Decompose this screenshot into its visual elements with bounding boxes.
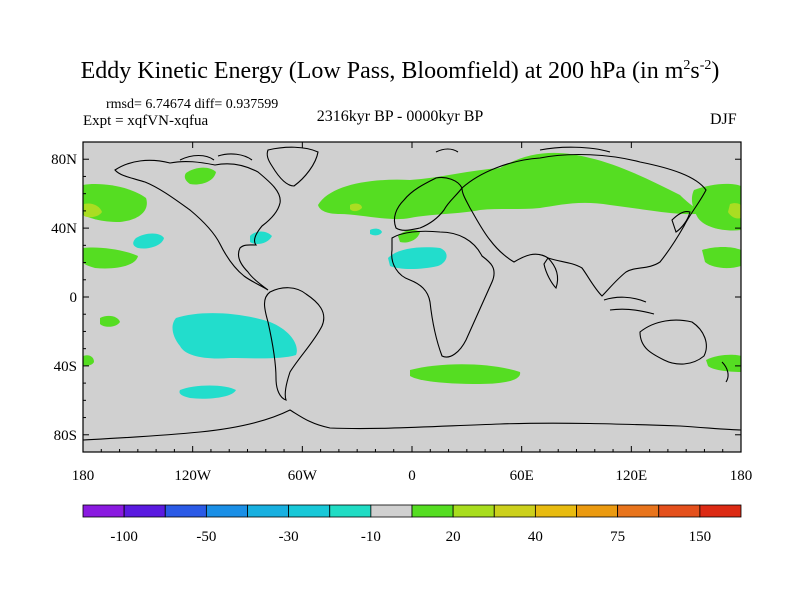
colorbar-label: 75 (610, 529, 625, 545)
colorbar: -100 -50 -30 -10 20 40 75 150 (82, 504, 742, 545)
coast-svalbard-russia (435, 146, 611, 153)
colorbar-label: 20 (446, 529, 461, 545)
colorbar-swatch (164, 504, 207, 518)
colorbar-swatch (205, 504, 248, 518)
colorbar-swatch (617, 504, 660, 518)
coastlines (83, 146, 741, 441)
coast-indonesia (603, 296, 655, 315)
chart-title: Eddy Kinetic Energy (Low Pass, Bloomfiel… (80, 58, 720, 84)
coast-antarctica (83, 409, 741, 441)
coast-north-america (114, 159, 281, 291)
colorbar-swatch (82, 504, 125, 518)
y-tick-label: 80N (51, 152, 77, 168)
colorbar-swatch (493, 504, 536, 518)
season-label: DJF (710, 111, 737, 128)
y-tick-label: 40N (51, 221, 77, 237)
anomaly-arctic-canada (184, 167, 216, 185)
coast-japan (671, 210, 691, 233)
anomaly-southern-ocean-atlantic (410, 364, 521, 384)
x-tick-label: 180 (730, 468, 753, 484)
colorbar-label: 40 (528, 529, 543, 545)
colorbar-label: -100 (110, 529, 138, 545)
colorbar-swatch (123, 504, 166, 518)
colorbar-swatch (329, 504, 372, 518)
experiment-label: Expt = xqfVN-xqfua (83, 113, 209, 129)
anomaly-south-pacific-subtropics (172, 313, 297, 359)
coast-africa (391, 230, 495, 358)
anomaly-core-north-atlantic (350, 203, 362, 212)
colorbar-swatch (452, 504, 495, 518)
anomaly-subtropical-west-pacific (702, 247, 741, 269)
colorbar-label: -50 (196, 529, 216, 545)
y-tick-label: 0 (70, 290, 78, 306)
coast-greenland (266, 146, 319, 187)
x-tick-label: 180 (72, 468, 95, 484)
x-tick-label: 60E (510, 468, 534, 484)
anomaly-fields (83, 152, 741, 399)
colorbar-swatch (411, 504, 454, 518)
anomaly-north-atlantic-subtropics (388, 247, 447, 269)
anomaly-north-atlantic-eurasia-band (318, 152, 706, 220)
anomaly-core-north-pacific-west (728, 203, 741, 219)
anomaly-south-pacific-west (83, 355, 94, 366)
colorbar-swatch (699, 504, 742, 518)
x-tick-label: 60W (288, 468, 318, 484)
colorbar-label: 150 (689, 529, 712, 545)
colorbar-label: -10 (361, 529, 381, 545)
coast-arctic-islands (179, 153, 253, 161)
coast-india (543, 257, 559, 290)
colorbar-swatch (658, 504, 701, 518)
map-axes: 80N 40N 0 40S 80S 180 120W 60W 0 60E 120E 180 (51, 142, 752, 484)
colorbar-label: -30 (279, 529, 299, 545)
y-tick-label: 80S (54, 428, 77, 444)
period-label: 2316kyr BP - 0000kyr BP (316, 108, 484, 125)
colorbar-swatch (576, 504, 619, 518)
colorbar-swatch (288, 504, 331, 518)
anomaly-core-north-pacific-east (84, 203, 102, 218)
anomaly-atlantic-small (370, 228, 382, 236)
y-tick-label: 40S (54, 359, 77, 375)
anomaly-subtropical-east-pacific (83, 247, 138, 269)
x-tick-label: 0 (408, 468, 416, 484)
coast-asia (461, 153, 707, 297)
anomaly-south-pacific-midlat (179, 385, 236, 399)
coast-new-zealand (721, 361, 729, 383)
anomaly-east-pacific-tropics (100, 315, 120, 327)
colorbar-swatch (534, 504, 577, 518)
x-tick-label: 120E (615, 468, 647, 484)
x-tick-label: 120W (174, 468, 212, 484)
colorbar-swatch (247, 504, 290, 518)
anomaly-north-pacific-subtropics (133, 233, 164, 249)
coast-south-america (263, 287, 325, 401)
anomaly-north-pacific-west (691, 183, 741, 231)
coast-australia (639, 319, 707, 365)
anomaly-gulf-of-mexico (250, 231, 272, 244)
colorbar-swatch (370, 504, 413, 518)
rmsd-diff-label: rmsd= 6.74674 diff= 0.937599 (106, 97, 279, 112)
